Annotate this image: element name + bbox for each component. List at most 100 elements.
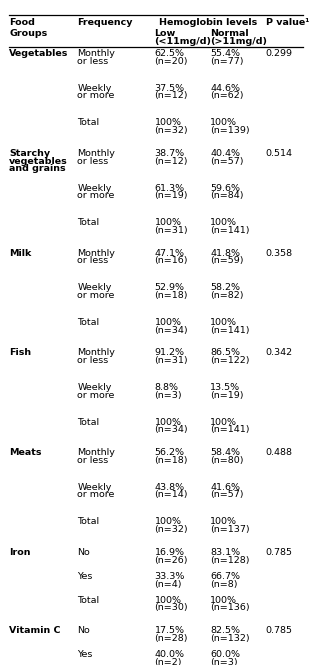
Text: 44.6%: 44.6% <box>210 84 240 93</box>
Text: vegetables: vegetables <box>9 156 68 166</box>
Text: and grains: and grains <box>9 164 66 174</box>
Text: (n=31): (n=31) <box>154 226 188 235</box>
Text: Normal: Normal <box>210 29 249 38</box>
Text: 100%: 100% <box>210 418 237 427</box>
Text: 38.7%: 38.7% <box>154 149 184 158</box>
Text: 58.2%: 58.2% <box>210 283 240 293</box>
Text: or less: or less <box>77 257 108 265</box>
Text: 100%: 100% <box>154 596 181 605</box>
Text: Monthly: Monthly <box>77 49 115 59</box>
Text: (n=132): (n=132) <box>210 634 250 643</box>
Text: (n=122): (n=122) <box>210 356 250 365</box>
Text: Monthly: Monthly <box>77 149 115 158</box>
Text: (n=137): (n=137) <box>210 525 250 534</box>
Text: 100%: 100% <box>210 318 237 327</box>
Text: 83.1%: 83.1% <box>210 548 240 557</box>
Text: (n=139): (n=139) <box>210 126 250 135</box>
Text: 91.2%: 91.2% <box>154 348 184 358</box>
Text: 8.8%: 8.8% <box>154 383 179 392</box>
Text: Frequency: Frequency <box>77 18 133 27</box>
Text: 59.6%: 59.6% <box>210 184 240 193</box>
Text: 100%: 100% <box>154 118 181 128</box>
Text: (<11mg/d): (<11mg/d) <box>154 37 211 47</box>
Text: 33.3%: 33.3% <box>154 572 185 581</box>
Text: 55.4%: 55.4% <box>210 49 240 59</box>
Text: (n=14): (n=14) <box>154 491 188 499</box>
Text: (n=80): (n=80) <box>210 456 243 465</box>
Text: 0.488: 0.488 <box>266 448 293 458</box>
Text: (n=77): (n=77) <box>210 57 243 66</box>
Text: 41.6%: 41.6% <box>210 483 240 492</box>
Text: Starchy: Starchy <box>9 149 50 158</box>
Text: (n=32): (n=32) <box>154 126 188 135</box>
Text: (n=8): (n=8) <box>210 580 238 589</box>
Text: (n=19): (n=19) <box>154 192 188 200</box>
Text: or more: or more <box>77 391 115 400</box>
Text: No: No <box>77 548 90 557</box>
Text: 40.4%: 40.4% <box>210 149 240 158</box>
Text: (n=141): (n=141) <box>210 426 250 434</box>
Text: (n=34): (n=34) <box>154 426 188 434</box>
Text: Monthly: Monthly <box>77 448 115 458</box>
Text: Milk: Milk <box>9 249 32 258</box>
Text: Total: Total <box>77 596 99 605</box>
Text: or more: or more <box>77 491 115 499</box>
Text: 0.514: 0.514 <box>266 149 293 158</box>
Text: (n=2): (n=2) <box>154 658 182 665</box>
Text: or more: or more <box>77 91 115 100</box>
Text: (n=136): (n=136) <box>210 604 250 612</box>
Text: (n=12): (n=12) <box>154 156 188 166</box>
Text: No: No <box>77 626 90 636</box>
Text: 66.7%: 66.7% <box>210 572 240 581</box>
Text: Weekly: Weekly <box>77 483 112 492</box>
Text: Food: Food <box>9 18 35 27</box>
Text: P value¹: P value¹ <box>266 18 309 27</box>
Text: or more: or more <box>77 192 115 200</box>
Text: (n=57): (n=57) <box>210 156 243 166</box>
Text: (n=34): (n=34) <box>154 326 188 334</box>
Text: Vegetables: Vegetables <box>9 49 69 59</box>
Text: 17.5%: 17.5% <box>154 626 184 636</box>
Text: (n=57): (n=57) <box>210 491 243 499</box>
Text: 40.0%: 40.0% <box>154 650 184 660</box>
Text: (n=19): (n=19) <box>210 391 243 400</box>
Text: 61.3%: 61.3% <box>154 184 184 193</box>
Text: 52.9%: 52.9% <box>154 283 184 293</box>
Text: 0.358: 0.358 <box>266 249 293 258</box>
Text: (n=4): (n=4) <box>154 580 182 589</box>
Text: or less: or less <box>77 356 108 365</box>
Text: 100%: 100% <box>154 318 181 327</box>
Text: (n=28): (n=28) <box>154 634 188 643</box>
Text: 0.299: 0.299 <box>266 49 293 59</box>
Text: (n=3): (n=3) <box>210 658 238 665</box>
Text: 56.2%: 56.2% <box>154 448 184 458</box>
Text: or less: or less <box>77 156 108 166</box>
Text: (n=30): (n=30) <box>154 604 188 612</box>
Text: 100%: 100% <box>210 517 237 527</box>
Text: Weekly: Weekly <box>77 184 112 193</box>
Text: 47.1%: 47.1% <box>154 249 184 258</box>
Text: 16.9%: 16.9% <box>154 548 184 557</box>
Text: 100%: 100% <box>210 218 237 227</box>
Text: (n=82): (n=82) <box>210 291 243 300</box>
Text: Total: Total <box>77 118 99 128</box>
Text: Yes: Yes <box>77 650 93 660</box>
Text: 86.5%: 86.5% <box>210 348 240 358</box>
Text: (n=59): (n=59) <box>210 257 243 265</box>
Text: (>11mg/d): (>11mg/d) <box>210 37 267 47</box>
Text: Low: Low <box>154 29 176 38</box>
Text: (n=16): (n=16) <box>154 257 188 265</box>
Text: (n=18): (n=18) <box>154 291 188 300</box>
Text: Fish: Fish <box>9 348 32 358</box>
Text: 41.8%: 41.8% <box>210 249 240 258</box>
Text: Weekly: Weekly <box>77 383 112 392</box>
Text: 13.5%: 13.5% <box>210 383 240 392</box>
Text: Monthly: Monthly <box>77 348 115 358</box>
Text: Weekly: Weekly <box>77 84 112 93</box>
Text: Total: Total <box>77 517 99 527</box>
Text: Vitamin C: Vitamin C <box>9 626 61 636</box>
Text: or more: or more <box>77 291 115 300</box>
Text: Groups: Groups <box>9 29 48 38</box>
Text: 37.5%: 37.5% <box>154 84 184 93</box>
Text: (n=26): (n=26) <box>154 556 188 565</box>
